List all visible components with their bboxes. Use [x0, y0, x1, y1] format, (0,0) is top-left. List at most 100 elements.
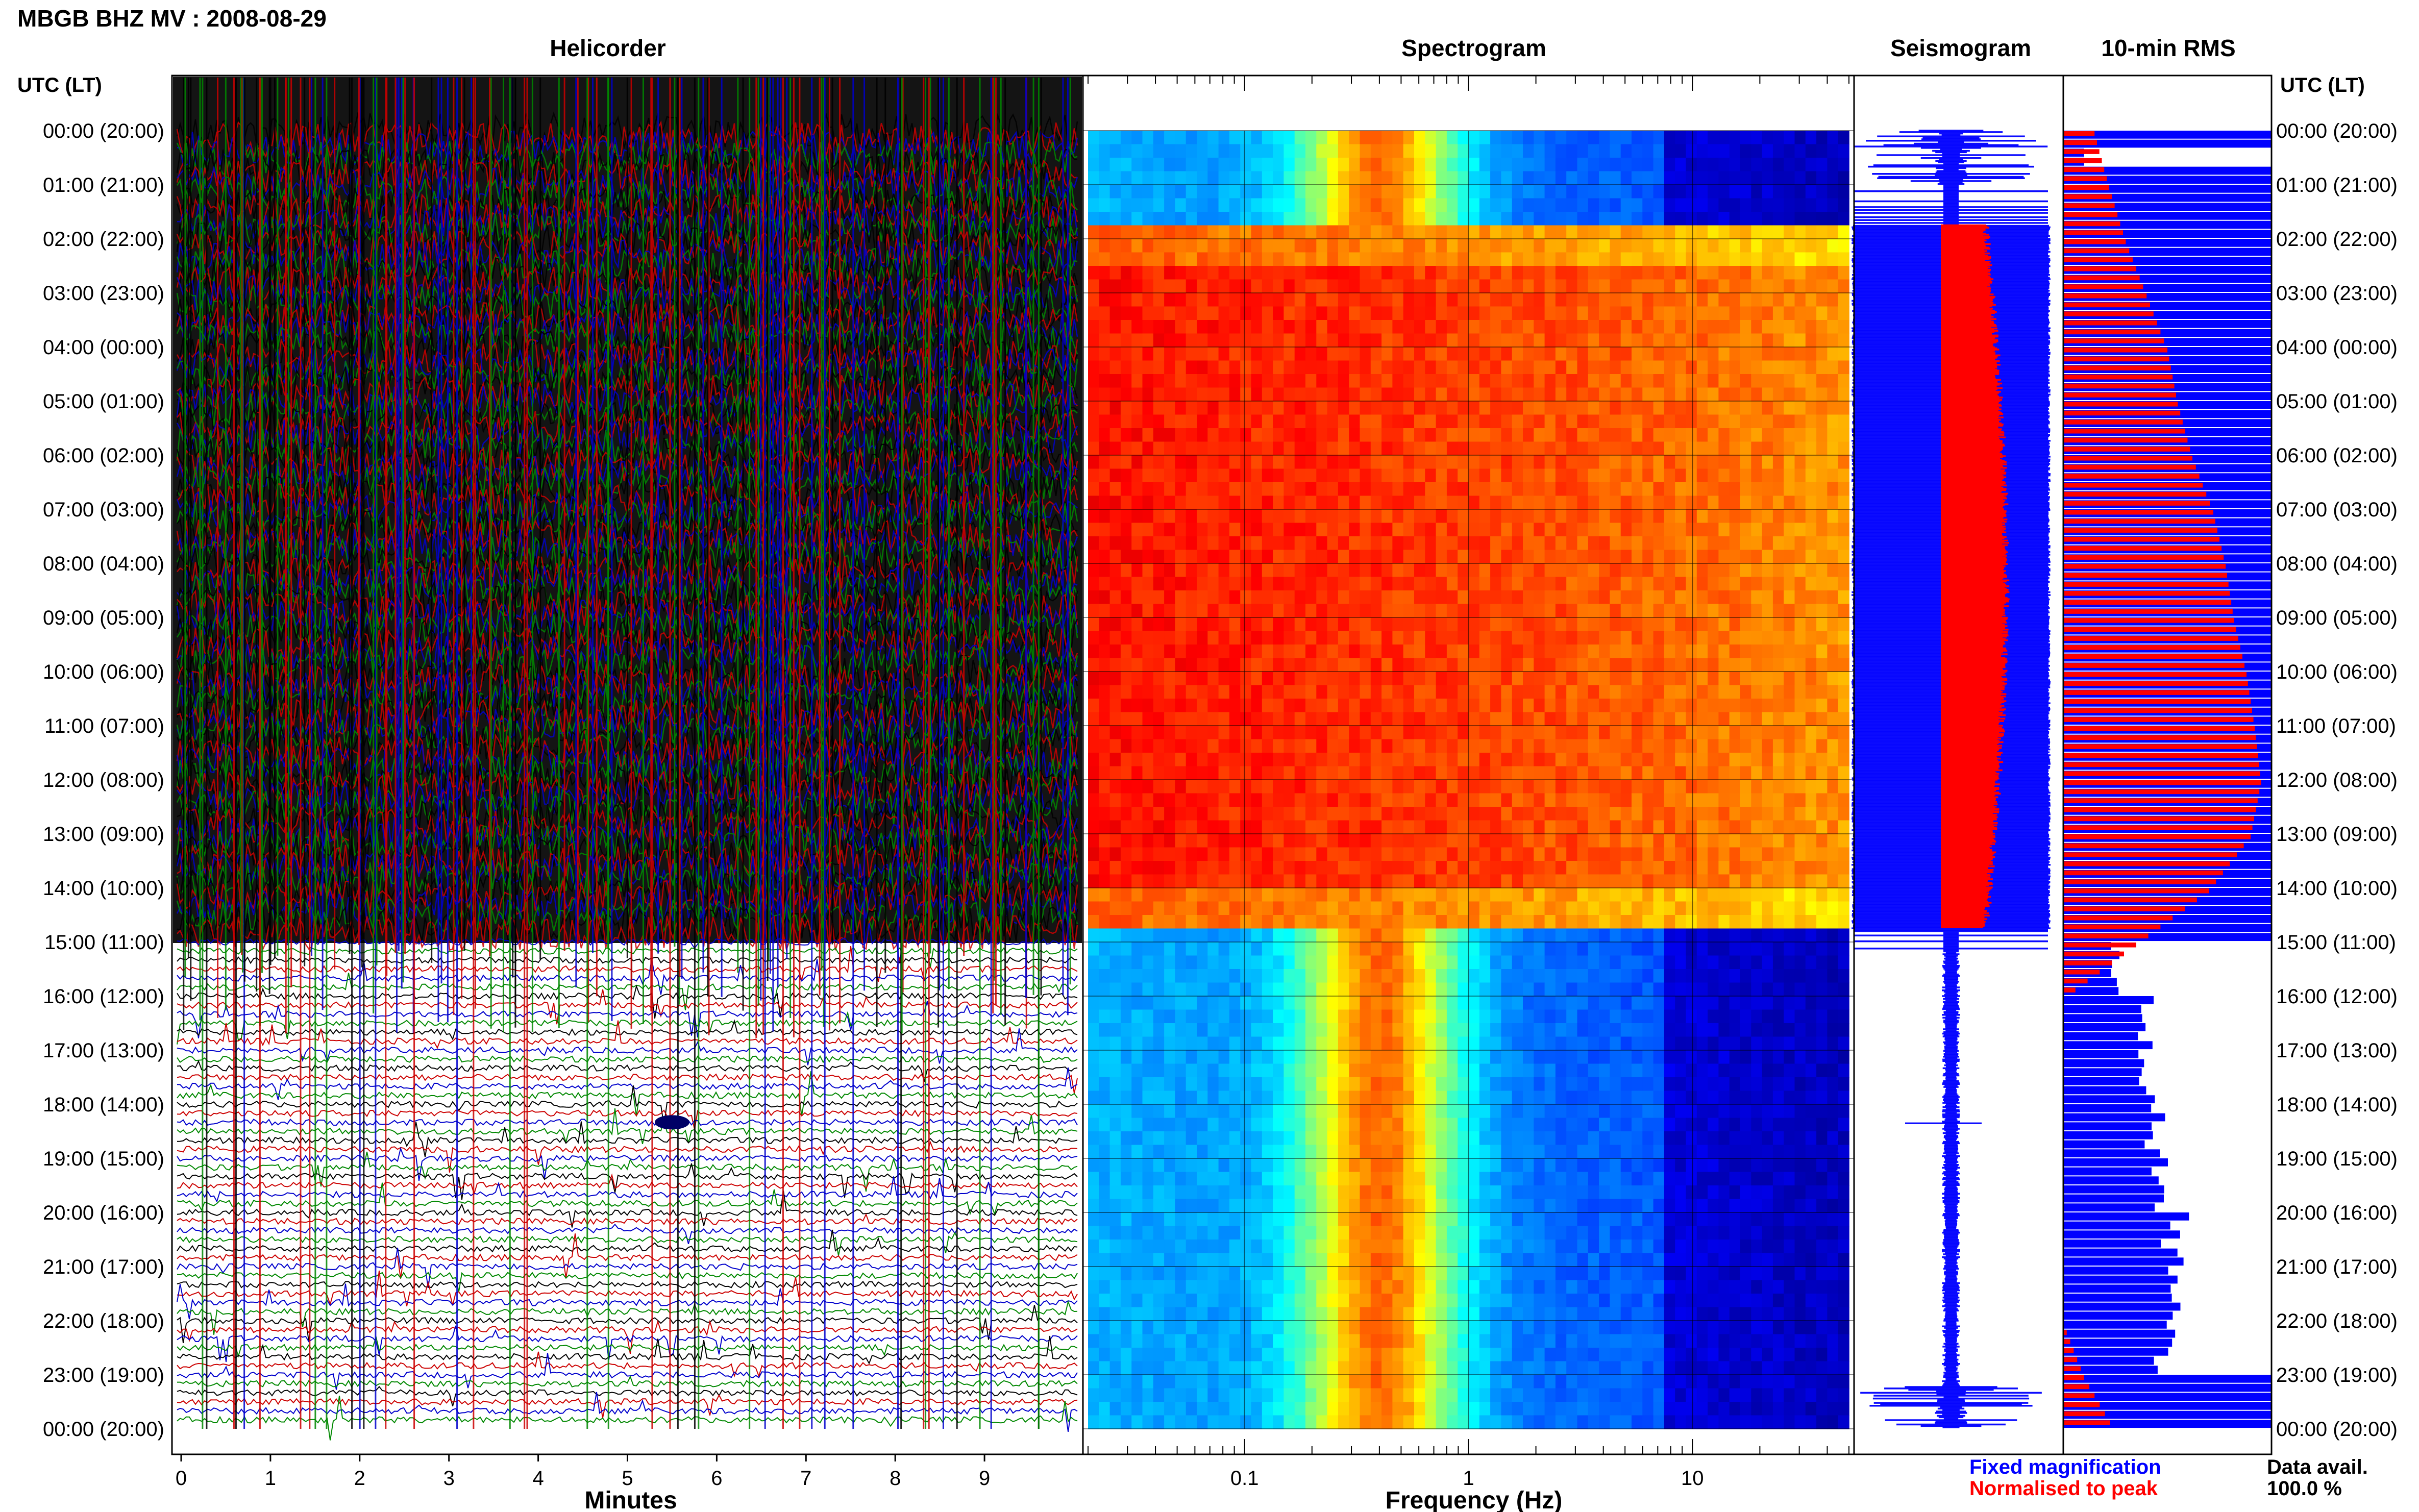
spectrogram-cell [1349, 739, 1361, 753]
spectrogram-cell [1273, 360, 1285, 375]
spectrogram-cell [1240, 482, 1252, 497]
spectrogram-cell [1664, 874, 1675, 888]
spectrogram-cell [1653, 807, 1665, 821]
spectrogram-cell [1772, 279, 1784, 293]
spectrogram-cell [1718, 658, 1730, 672]
spectrogram-cell [1251, 320, 1263, 334]
spectrogram-cell [1414, 955, 1426, 970]
spectrogram-cell [1392, 955, 1404, 970]
spectrogram-cell [1632, 482, 1643, 497]
spectrogram-cell [1273, 536, 1285, 551]
spectrogram-cell [1240, 766, 1252, 780]
spectrogram-cell [1207, 468, 1219, 483]
spectrogram-cell [1479, 455, 1491, 469]
spectrogram-cell [1099, 847, 1110, 861]
spectrogram-cell [1708, 306, 1719, 320]
spectrogram-cell [1099, 455, 1110, 469]
spectrogram-cell [1686, 590, 1697, 605]
spectrogram-cell [1784, 658, 1795, 672]
spectrogram-cell [1534, 455, 1545, 469]
spectrogram-cell [1175, 360, 1187, 375]
spectrogram-cell [1392, 793, 1404, 807]
spectrogram-cell [1360, 685, 1371, 699]
spectrogram-cell [1534, 874, 1545, 888]
spectrogram-cell [1794, 441, 1806, 456]
spectrogram-cell [1653, 468, 1665, 483]
spectrogram-cell [1490, 834, 1502, 848]
spectrogram-cell [1403, 414, 1415, 429]
spectrogram-cell [1088, 1009, 1100, 1024]
spectrogram-cell [1458, 468, 1469, 483]
spectrogram-cell [1240, 523, 1252, 537]
spectrogram-cell [1816, 563, 1828, 578]
spectrogram-cell [1381, 401, 1393, 415]
spectrogram-cell [1762, 360, 1773, 375]
spectrogram-cell [1218, 577, 1230, 591]
spectrogram-cell [1751, 171, 1763, 185]
spectrogram-cell [1620, 617, 1632, 632]
spectrogram-cell [1316, 739, 1328, 753]
spectrogram-cell [1794, 807, 1806, 821]
spectrogram-cell [1632, 144, 1643, 158]
spectrogram-cell [1305, 185, 1317, 199]
spectrogram-cell [1762, 726, 1773, 740]
spectrogram-cell [1729, 144, 1741, 158]
spectrogram-cell [1664, 726, 1675, 740]
spectrogram-cell [1338, 293, 1349, 307]
spectrogram-cell [1664, 847, 1675, 861]
spectrogram-cell [1479, 834, 1491, 848]
spectrogram-cell [1468, 753, 1480, 767]
spectrogram-cell [1512, 753, 1523, 767]
spectrogram-cell [1218, 996, 1230, 1010]
spectrogram-cell [1229, 239, 1241, 253]
spectrogram-cell [1653, 360, 1665, 375]
spectrogram-cell [1283, 888, 1295, 902]
spectrogram-cell [1273, 414, 1285, 429]
spectrogram-cell [1708, 144, 1719, 158]
spectrogram-cell [1131, 1009, 1143, 1024]
spectrogram-cell [1772, 699, 1784, 713]
spectrogram-cell [1403, 1009, 1415, 1024]
spectrogram-cell [1305, 387, 1317, 402]
spectrogram-cell [1620, 631, 1632, 645]
spectrogram-cell [1599, 1009, 1611, 1024]
spectrogram-cell [1251, 360, 1263, 375]
spectrogram-cell [1827, 590, 1839, 605]
spectrogram-cell [1131, 753, 1143, 767]
spectrogram-cell [1294, 131, 1306, 145]
spectrogram-cell [1772, 185, 1784, 199]
spectrogram-cell [1294, 834, 1306, 848]
spectrogram-cell [1164, 482, 1176, 497]
spectrogram-cell [1218, 401, 1230, 415]
spectrogram-cell [1653, 617, 1665, 632]
spectrogram-cell [1381, 482, 1393, 497]
spectrogram-cell [1425, 360, 1437, 375]
spectrogram-cell [1240, 915, 1252, 929]
spectrogram-cell [1294, 239, 1306, 253]
spectrogram-cell [1381, 158, 1393, 172]
spectrogram-cell [1338, 807, 1349, 821]
spectrogram-cell [1784, 225, 1795, 239]
spectrogram-cell [1120, 753, 1132, 767]
spectrogram-cell [1164, 198, 1176, 212]
spectrogram-cell [1751, 807, 1763, 821]
spectrogram-cell [1436, 631, 1447, 645]
spectrogram-cell [1512, 428, 1523, 442]
spectrogram-cell [1305, 739, 1317, 753]
spectrogram-cell [1555, 631, 1567, 645]
spectrogram-cell [1175, 726, 1187, 740]
spectrogram-cell [1186, 347, 1197, 361]
spectrogram-cell [1305, 793, 1317, 807]
spectrogram-cell [1740, 739, 1752, 753]
spectrogram-cell [1718, 617, 1730, 632]
spectrogram-cell [1501, 969, 1513, 983]
spectrogram-cell [1316, 712, 1328, 726]
spectrogram-cell [1740, 185, 1752, 199]
spectrogram-cell [1360, 428, 1371, 442]
spectrogram-cell [1207, 360, 1219, 375]
spectrogram-cell [1207, 699, 1219, 713]
spectrogram-cell [1512, 834, 1523, 848]
spectrogram-cell [1805, 414, 1817, 429]
spectrogram-cell [1175, 414, 1187, 429]
spectrogram-cell [1566, 699, 1578, 713]
